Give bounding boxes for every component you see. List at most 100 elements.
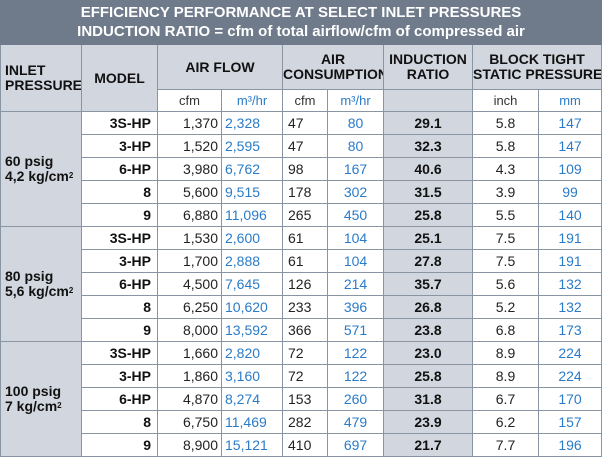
header-induction-line2: RATIO <box>406 66 450 82</box>
static-pressure-mm-cell: 140 <box>537 203 602 227</box>
induction-ratio-cell: 31.8 <box>383 387 473 411</box>
unit-mm: mm <box>537 89 602 112</box>
airflow-cfm-cell: 8,900 <box>157 433 222 457</box>
airflow-m3hr-cell: 9,515 <box>221 180 283 204</box>
title-row-2: INDUCTION RATIO = cfm of total airflow/c… <box>0 22 602 45</box>
model-cell: 3S-HP <box>81 341 158 365</box>
pressure-kg: 5,6 kg/cm <box>5 283 69 299</box>
induction-ratio-cell: 25.1 <box>383 226 473 250</box>
consumption-cfm-cell: 178 <box>282 180 328 204</box>
induction-ratio-cell: 40.6 <box>383 157 473 181</box>
consumption-m3hr-cell: 450 <box>327 203 384 227</box>
unit-consumption-m3hr: m³/hr <box>327 89 384 112</box>
unit-consumption-cfm: cfm <box>282 89 328 112</box>
airflow-cfm-cell: 1,860 <box>157 364 222 388</box>
airflow-cfm-cell: 3,980 <box>157 157 222 181</box>
table-body: 60 psig 4,2 kg/cm2 3S-HP 1,370 2,328 47 80 29.1… <box>0 111 602 457</box>
table-row: 8 6,750 11,469 282 479 23.9 6.2 157 <box>1 410 602 434</box>
induction-ratio-cell: 21.7 <box>383 433 473 457</box>
table-row: 80 psig 5,6 kg/cm2 3S-HP 1,530 2,600 61 104 25.… <box>0 226 602 342</box>
induction-ratio-cell: 26.8 <box>383 295 473 319</box>
static-pressure-inch-cell: 6.8 <box>472 318 539 342</box>
airflow-m3hr-cell: 15,121 <box>221 433 283 457</box>
induction-ratio-cell: 31.5 <box>383 180 473 204</box>
inlet-pressure-cell: 100 psig 7 kg/cm2 <box>0 341 82 457</box>
header-inlet-line2: PRESSURE <box>5 77 82 93</box>
airflow-cfm-cell: 1,520 <box>157 134 222 158</box>
airflow-m3hr-cell: 7,645 <box>221 272 283 296</box>
static-pressure-inch-cell: 6.7 <box>472 387 539 411</box>
airflow-m3hr-cell: 2,820 <box>221 341 283 365</box>
static-pressure-mm-cell: 132 <box>537 272 602 296</box>
pressure-psig: 60 psig <box>5 153 54 169</box>
table-row: 60 psig 4,2 kg/cm2 3S-HP 1,370 2,328 47 80 29.1… <box>0 111 602 227</box>
static-pressure-mm-cell: 157 <box>537 410 602 434</box>
airflow-m3hr-cell: 13,592 <box>221 318 283 342</box>
static-pressure-mm-cell: 99 <box>537 180 602 204</box>
consumption-m3hr-cell: 302 <box>327 180 384 204</box>
static-pressure-inch-cell: 5.5 <box>472 203 539 227</box>
induction-ratio-cell: 23.0 <box>383 341 473 365</box>
induction-ratio-cell: 25.8 <box>383 203 473 227</box>
pressure-psig: 80 psig <box>5 268 54 284</box>
table-row: 8 5,600 9,515 178 302 31.5 3.9 99 <box>1 180 602 204</box>
consumption-m3hr-cell: 396 <box>327 295 384 319</box>
static-pressure-mm-cell: 191 <box>537 249 602 273</box>
static-pressure-mm-cell: 147 <box>537 134 602 158</box>
consumption-cfm-cell: 98 <box>282 157 328 181</box>
airflow-cfm-cell: 1,700 <box>157 249 222 273</box>
header-inlet-pressure: INLET PRESSURE <box>0 44 82 112</box>
column-header-row: INLET PRESSURE MODEL AIR FLOW AIR CONSUM… <box>0 44 602 112</box>
static-pressure-mm-cell: 170 <box>537 387 602 411</box>
induction-ratio-cell: 35.7 <box>383 272 473 296</box>
header-induction-line1: INDUCTION <box>389 51 467 67</box>
header-air-consumption-line1: AIR <box>320 51 346 67</box>
airflow-cfm-cell: 6,250 <box>157 295 222 319</box>
airflow-cfm-cell: 6,750 <box>157 410 222 434</box>
consumption-m3hr-cell: 122 <box>327 341 384 365</box>
inlet-pressure-cell: 80 psig 5,6 kg/cm2 <box>0 226 82 342</box>
model-cell: 8 <box>81 180 158 204</box>
header-block-tight: BLOCK TIGHT STATIC PRESSURE <box>471 44 602 90</box>
consumption-cfm-cell: 47 <box>282 111 328 135</box>
consumption-cfm-cell: 282 <box>282 410 328 434</box>
airflow-cfm-cell: 1,370 <box>157 111 222 135</box>
induction-ratio-cell: 29.1 <box>383 111 473 135</box>
consumption-m3hr-cell: 104 <box>327 226 384 250</box>
induction-ratio-cell: 23.8 <box>383 318 473 342</box>
airflow-cfm-cell: 1,660 <box>157 341 222 365</box>
airflow-cfm-cell: 5,600 <box>157 180 222 204</box>
airflow-m3hr-cell: 2,328 <box>221 111 283 135</box>
consumption-m3hr-cell: 214 <box>327 272 384 296</box>
consumption-cfm-cell: 61 <box>282 226 328 250</box>
header-model: MODEL <box>81 44 158 112</box>
airflow-m3hr-cell: 2,888 <box>221 249 283 273</box>
static-pressure-inch-cell: 5.8 <box>472 134 539 158</box>
induction-ratio-cell: 25.8 <box>383 364 473 388</box>
static-pressure-inch-cell: 6.2 <box>472 410 539 434</box>
table-row: 6-HP 4,500 7,645 126 214 35.7 5.6 132 <box>1 272 602 296</box>
pressure-kg: 4,2 kg/cm <box>5 168 69 184</box>
header-air-consumption: AIR CONSUMPTION <box>282 44 384 90</box>
table-row: 9 8,900 15,121 410 697 21.7 7.7 196 <box>1 433 602 457</box>
header-air-consumption-line2: CONSUMPTION <box>283 66 384 82</box>
consumption-m3hr-cell: 80 <box>327 134 384 158</box>
airflow-m3hr-cell: 2,600 <box>221 226 283 250</box>
airflow-m3hr-cell: 3,160 <box>221 364 283 388</box>
consumption-m3hr-cell: 697 <box>327 433 384 457</box>
consumption-cfm-cell: 47 <box>282 134 328 158</box>
table-row: 8 6,250 10,620 233 396 26.8 5.2 132 <box>1 295 602 319</box>
static-pressure-mm-cell: 109 <box>537 157 602 181</box>
consumption-m3hr-cell: 80 <box>327 111 384 135</box>
model-cell: 3-HP <box>81 364 158 388</box>
airflow-m3hr-cell: 6,762 <box>221 157 283 181</box>
consumption-m3hr-cell: 571 <box>327 318 384 342</box>
static-pressure-mm-cell: 191 <box>537 226 602 250</box>
consumption-cfm-cell: 410 <box>282 433 328 457</box>
static-pressure-inch-cell: 3.9 <box>472 180 539 204</box>
static-pressure-mm-cell: 173 <box>537 318 602 342</box>
airflow-cfm-cell: 6,880 <box>157 203 222 227</box>
inlet-pressure-cell: 60 psig 4,2 kg/cm2 <box>0 111 82 227</box>
table-row: 3-HP 1,860 3,160 72 122 25.8 8.9 224 <box>1 364 602 388</box>
